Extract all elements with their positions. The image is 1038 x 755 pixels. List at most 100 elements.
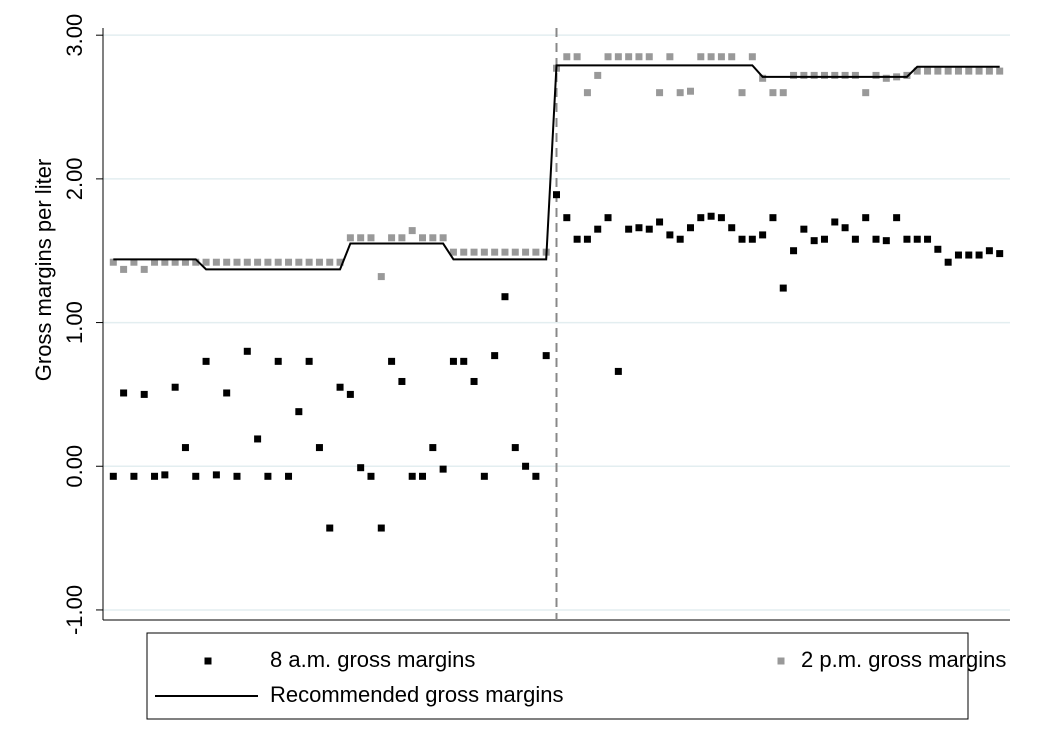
point xyxy=(924,67,932,75)
point xyxy=(491,352,499,360)
point xyxy=(285,472,293,480)
point xyxy=(965,67,973,75)
point xyxy=(130,472,138,480)
point xyxy=(965,251,973,259)
point xyxy=(285,258,293,266)
point xyxy=(800,71,808,79)
point xyxy=(975,67,983,75)
point xyxy=(717,214,725,222)
point xyxy=(645,225,653,233)
point xyxy=(522,462,530,470)
point xyxy=(295,408,303,416)
point xyxy=(295,258,303,266)
point xyxy=(820,235,828,243)
point xyxy=(954,251,962,259)
point xyxy=(367,234,375,242)
point xyxy=(233,258,241,266)
point xyxy=(522,248,530,256)
point xyxy=(212,471,220,479)
y-tick-label: 3.00 xyxy=(62,14,87,57)
point xyxy=(532,472,540,480)
point xyxy=(109,258,117,266)
point xyxy=(212,258,220,266)
point xyxy=(769,89,777,97)
point xyxy=(748,235,756,243)
point xyxy=(398,377,406,385)
point xyxy=(470,248,478,256)
point xyxy=(872,71,880,79)
point xyxy=(841,71,849,79)
point xyxy=(831,218,839,226)
point xyxy=(460,357,468,365)
point xyxy=(666,53,674,61)
point xyxy=(388,357,396,365)
point xyxy=(635,53,643,61)
point xyxy=(429,234,437,242)
point xyxy=(346,390,354,398)
point xyxy=(439,234,447,242)
point xyxy=(594,71,602,79)
point xyxy=(583,235,591,243)
point xyxy=(882,237,890,245)
point xyxy=(120,265,128,273)
legend-box xyxy=(146,632,969,720)
point xyxy=(501,293,509,301)
point xyxy=(171,383,179,391)
point xyxy=(985,247,993,255)
point xyxy=(315,444,323,452)
point xyxy=(810,71,818,79)
point xyxy=(790,71,798,79)
point xyxy=(429,444,437,452)
point xyxy=(625,225,633,233)
point xyxy=(315,258,323,266)
point xyxy=(501,248,509,256)
point xyxy=(398,234,406,242)
point xyxy=(676,89,684,97)
point xyxy=(810,237,818,245)
point xyxy=(140,265,148,273)
point xyxy=(656,218,664,226)
point xyxy=(604,53,612,61)
point xyxy=(800,225,808,233)
point xyxy=(449,248,457,256)
point xyxy=(614,367,622,375)
point xyxy=(738,235,746,243)
point xyxy=(728,53,736,61)
point xyxy=(532,248,540,256)
point xyxy=(336,258,344,266)
point xyxy=(511,444,519,452)
point xyxy=(326,258,334,266)
y-axis-title: Gross margins per liter xyxy=(31,159,56,382)
point xyxy=(975,251,983,259)
point xyxy=(820,71,828,79)
point xyxy=(686,87,694,95)
point xyxy=(377,524,385,532)
point xyxy=(439,465,447,473)
point xyxy=(449,357,457,365)
point xyxy=(707,212,715,220)
point xyxy=(181,444,189,452)
point xyxy=(243,347,251,355)
point xyxy=(161,258,169,266)
point xyxy=(697,214,705,222)
point xyxy=(759,231,767,239)
point xyxy=(120,389,128,397)
point xyxy=(635,224,643,232)
point xyxy=(934,67,942,75)
y-tick-label: 2.00 xyxy=(62,157,87,200)
point xyxy=(346,234,354,242)
point xyxy=(305,357,313,365)
point xyxy=(377,273,385,281)
legend-label: Recommended gross margins xyxy=(270,682,563,707)
point xyxy=(748,53,756,61)
point xyxy=(480,248,488,256)
y-tick-label: -1.00 xyxy=(62,585,87,635)
point xyxy=(759,74,767,82)
point xyxy=(573,235,581,243)
point xyxy=(779,89,787,97)
point xyxy=(676,235,684,243)
point xyxy=(996,67,1004,75)
point xyxy=(707,53,715,61)
